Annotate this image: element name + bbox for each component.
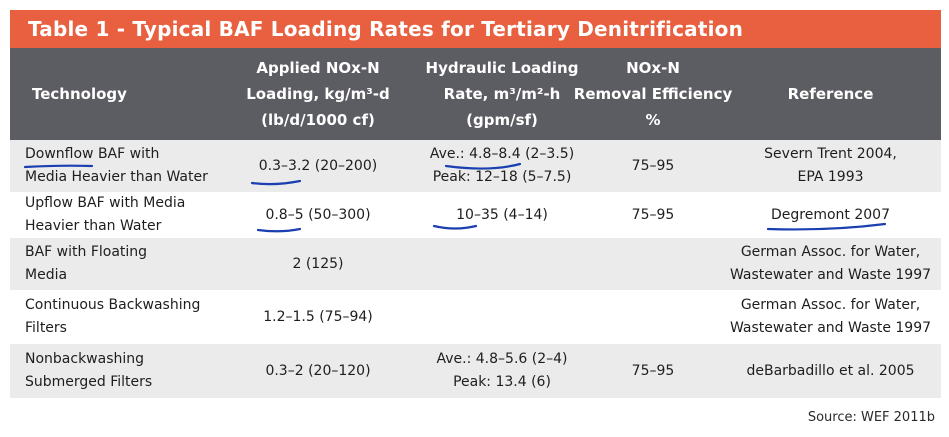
cell-line: Submerged Filters <box>25 374 153 390</box>
cell-line: Severn Trent 2004, <box>764 146 897 162</box>
cell-line: German Assoc. for Water, <box>740 244 921 260</box>
header-line: % <box>645 111 661 129</box>
table-row: Nonbackwashing Submerged Filters 0.3–2 (… <box>10 344 941 398</box>
cell-line: Downflow BAF with <box>25 146 160 162</box>
header-line: (gpm/sf) <box>466 111 538 129</box>
cell-line: Nonbackwashing <box>25 351 145 367</box>
cell-line: Degremont 2007 <box>771 206 890 223</box>
cell-efficiency: 75–95 <box>586 344 720 398</box>
cell-line: deBarbadillo et al. 2005 <box>746 362 915 379</box>
header-line: Applied NOx-N <box>256 59 380 77</box>
cell-technology: Upflow BAF with Media Heavier than Water <box>10 192 218 238</box>
table-row: Upflow BAF with Media Heavier than Water… <box>10 192 941 238</box>
cell-line: Media Heavier than Water <box>25 169 208 185</box>
table-row: Continuous Backwashing Filters 1.2–1.5 (… <box>10 290 941 344</box>
cell-line: German Assoc. for Water, <box>740 297 921 313</box>
header-line: NOx-N <box>626 59 680 77</box>
cell-line: 0.3–3.2 (20–200) <box>258 157 378 174</box>
cell-line: 75–95 <box>631 206 675 223</box>
cell-technology: Nonbackwashing Submerged Filters <box>10 344 218 398</box>
cell-line: EPA 1993 <box>797 169 864 185</box>
header-line: Reference <box>787 85 874 103</box>
header-line: Technology <box>32 85 127 103</box>
cell-line: 75–95 <box>631 362 675 379</box>
table-row: BAF with Floating Media 2 (125) German A… <box>10 238 941 290</box>
cell-line: 0.8–5 (50–300) <box>265 206 371 223</box>
table-header-row: Technology Applied NOx-N Loading, kg/m³-… <box>10 48 941 140</box>
cell-line: Upflow BAF with Media <box>25 195 186 211</box>
cell-reference: Degremont 2007 <box>720 192 941 238</box>
cell-line: Filters <box>25 320 67 336</box>
cell-line: Wastewater and Waste 1997 <box>729 267 932 283</box>
source-note: Source: WEF 2011b <box>807 410 935 425</box>
cell-loading: 0.3–2 (20–120) <box>218 344 418 398</box>
cell-hydraulic: Ave.: 4.8–5.6 (2–4) Peak: 13.4 (6) <box>418 344 586 398</box>
cell-efficiency: 75–95 <box>586 192 720 238</box>
cell-hydraulic: 10–35 (4–14) <box>418 192 586 238</box>
header-technology: Technology <box>10 48 218 140</box>
table-title: Table 1 - Typical BAF Loading Rates for … <box>28 17 744 41</box>
cell-line: Media <box>25 267 68 283</box>
cell-hydraulic: Ave.: 4.8–8.4 (2–3.5) Peak: 12–18 (5–7.5… <box>418 140 586 192</box>
cell-line: Wastewater and Waste 1997 <box>729 320 932 336</box>
header-line: (lb/d/1000 cf) <box>261 111 375 129</box>
header-line: Rate, m³/m²-h <box>443 85 561 103</box>
cell-loading: 2 (125) <box>218 238 418 290</box>
cell-line: Heavier than Water <box>25 218 162 234</box>
cell-line: 75–95 <box>631 157 675 174</box>
cell-line: 10–35 (4–14) <box>456 206 548 223</box>
header-hydraulic-loading: Hydraulic Loading Rate, m³/m²-h (gpm/sf) <box>418 48 586 140</box>
cell-technology: BAF with Floating Media <box>10 238 218 290</box>
cell-reference: German Assoc. for Water, Wastewater and … <box>720 290 941 344</box>
header-line: Loading, kg/m³-d <box>246 85 390 103</box>
cell-reference: deBarbadillo et al. 2005 <box>720 344 941 398</box>
cell-technology: Downflow BAF with Media Heavier than Wat… <box>10 140 218 192</box>
cell-efficiency: 75–95 <box>586 140 720 192</box>
table-row: Downflow BAF with Media Heavier than Wat… <box>10 140 941 192</box>
header-removal-efficiency: NOx-N Removal Efficiency % <box>574 48 732 140</box>
table-title-bar: Table 1 - Typical BAF Loading Rates for … <box>10 10 941 48</box>
header-reference: Reference <box>720 48 941 140</box>
cell-line: Peak: 13.4 (6) <box>453 374 551 390</box>
cell-loading: 1.2–1.5 (75–94) <box>218 290 418 344</box>
cell-line: BAF with Floating <box>25 244 148 260</box>
cell-technology: Continuous Backwashing Filters <box>10 290 218 344</box>
cell-loading: 0.8–5 (50–300) <box>218 192 418 238</box>
header-applied-loading: Applied NOx-N Loading, kg/m³-d (lb/d/100… <box>218 48 418 140</box>
cell-line: 1.2–1.5 (75–94) <box>263 308 373 325</box>
cell-line: Ave.: 4.8–8.4 (2–3.5) <box>429 146 575 162</box>
cell-line: 2 (125) <box>292 255 344 272</box>
cell-line: Peak: 12–18 (5–7.5) <box>432 169 572 185</box>
cell-reference: German Assoc. for Water, Wastewater and … <box>720 238 941 290</box>
header-line: Removal Efficiency <box>573 85 733 103</box>
header-line: Hydraulic Loading <box>425 59 579 77</box>
cell-line: 0.3–2 (20–120) <box>265 362 371 379</box>
cell-line: Continuous Backwashing <box>25 297 201 313</box>
cell-loading: 0.3–3.2 (20–200) <box>218 140 418 192</box>
cell-line: Ave.: 4.8–5.6 (2–4) <box>436 351 568 367</box>
cell-reference: Severn Trent 2004, EPA 1993 <box>720 140 941 192</box>
